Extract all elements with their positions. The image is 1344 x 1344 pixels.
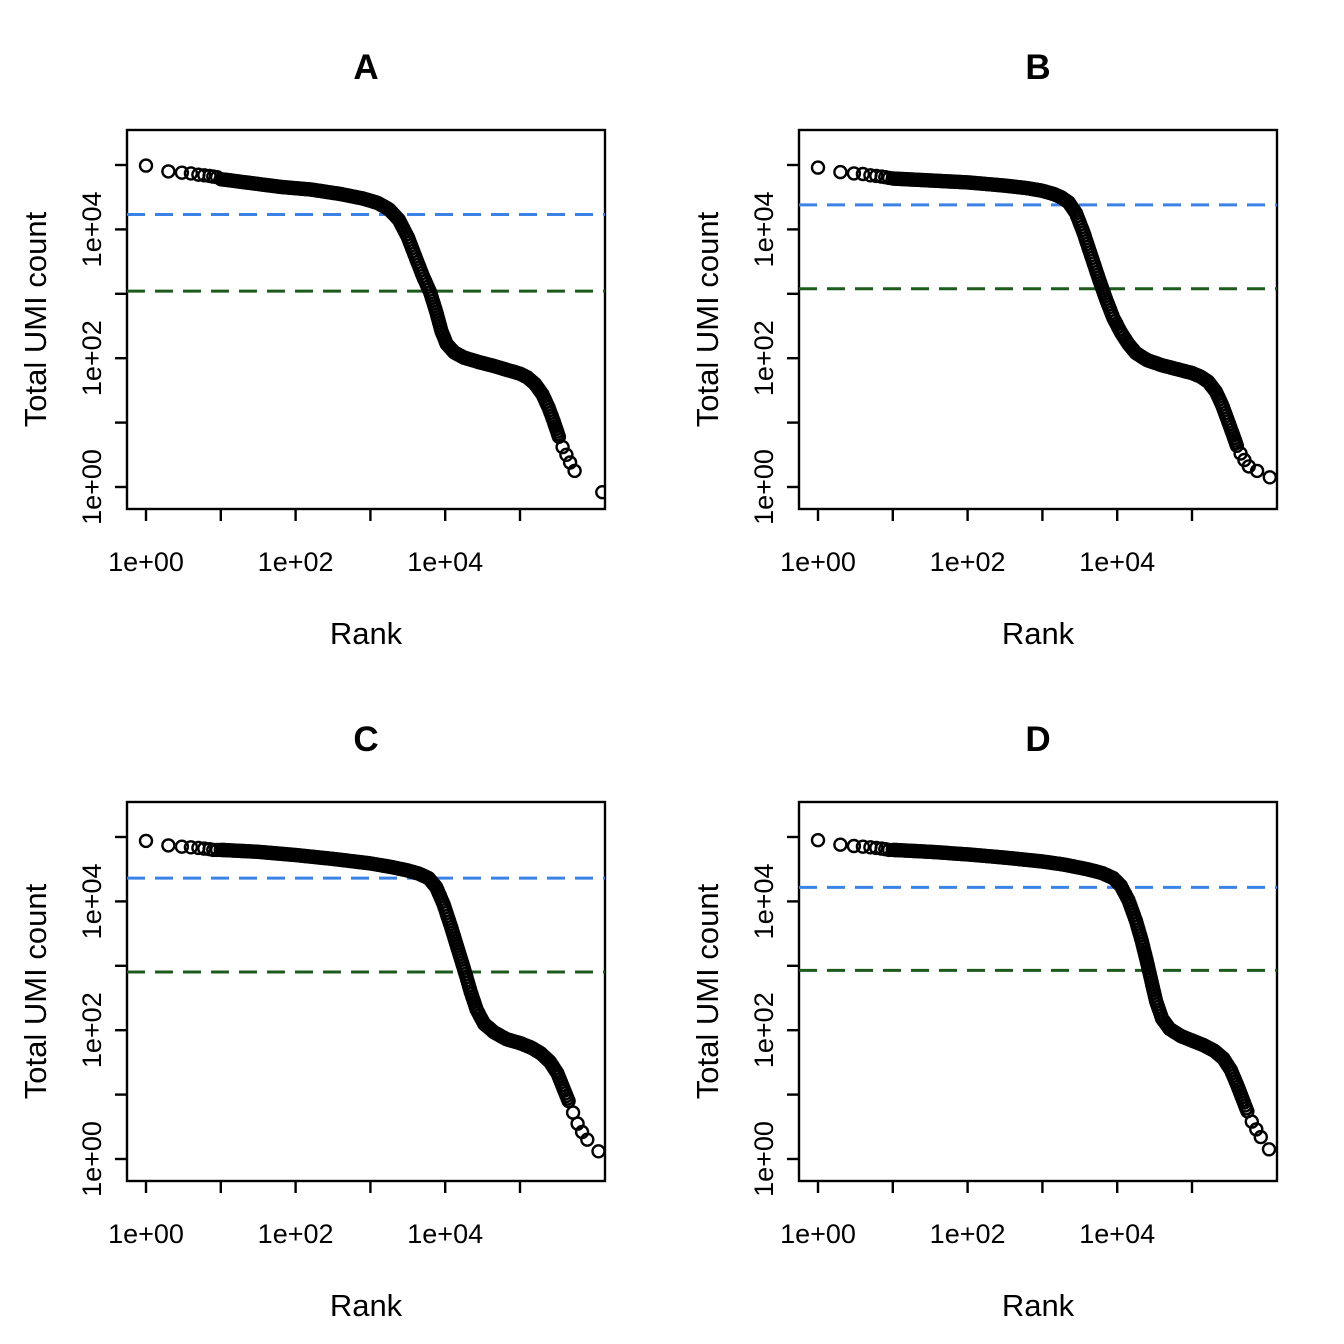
y-axis-label: Total UMI count: [690, 883, 725, 1099]
panel-title: B: [1025, 48, 1050, 87]
x-tick-label: 1e+00: [780, 1219, 856, 1249]
panel-c: C Total UMI count Rank 1e+00 1e+02 1e+04 1e+00…: [0, 672, 672, 1344]
plot-box: [125, 128, 607, 511]
barcode-point: [855, 839, 871, 854]
y-tick-label: 1e+02: [77, 992, 107, 1068]
x-axis-label: Rank: [330, 616, 403, 651]
barcode-point: [183, 166, 199, 181]
x-axis-label: Rank: [1002, 1288, 1075, 1323]
x-tick-label: 1e+00: [780, 547, 856, 577]
barcode-point: [183, 840, 199, 855]
points-group: [138, 833, 605, 1159]
barcode-point: [1249, 463, 1265, 479]
barcode-point: [138, 158, 154, 173]
x-tick-label: 1e+02: [930, 547, 1006, 577]
panel-title: A: [353, 48, 378, 87]
barcode-point: [161, 838, 176, 853]
x-tick-label: 1e+04: [1079, 1219, 1155, 1249]
barcode-point: [591, 1144, 605, 1159]
points-group: [138, 158, 605, 500]
x-tick-label: 1e+04: [1079, 547, 1155, 577]
barcode-point: [855, 166, 871, 182]
y-tick-label: 1e+00: [77, 449, 107, 525]
barcode-point: [174, 165, 190, 180]
barcode-point: [846, 166, 862, 181]
plot-box: [797, 128, 1279, 511]
y-tick-label: 1e+02: [749, 320, 779, 396]
x-tick-label: 1e+02: [258, 1219, 334, 1249]
barcode-point: [1249, 1122, 1264, 1137]
barcode-point: [174, 839, 190, 854]
y-axis-label: Total UMI count: [18, 883, 53, 1099]
barcode-point: [810, 160, 826, 175]
barcode-point: [1229, 438, 1245, 453]
barcode-point: [559, 447, 574, 462]
panel-title: C: [353, 720, 378, 759]
panel-b: B Total UMI count Rank 1e+00 1e+02 1e+04 1e+00…: [672, 0, 1344, 672]
x-tick-label: 1e+00: [108, 1219, 184, 1249]
plot-box: [125, 800, 607, 1183]
panel-a: A Total UMI count Rank 1e+00 1e+02 1e+04 1e+00…: [0, 0, 672, 672]
y-tick-label: 1e+04: [749, 191, 779, 267]
x-tick-label: 1e+04: [407, 1219, 483, 1249]
x-tick-label: 1e+02: [930, 1219, 1006, 1249]
barcode-point: [555, 439, 570, 455]
barcode-point: [810, 832, 826, 848]
barcode-point: [567, 463, 582, 479]
y-tick-label: 1e+04: [77, 191, 107, 267]
panel-d: D Total UMI count Rank 1e+00 1e+02 1e+04 1e+00…: [672, 672, 1344, 1344]
barcode-point: [161, 164, 176, 179]
y-tick-label: 1e+00: [749, 1121, 779, 1197]
x-tick-label: 1e+02: [258, 547, 334, 577]
barcode-point: [833, 837, 848, 852]
points-group: [810, 832, 1277, 1157]
panel-title: D: [1025, 720, 1050, 759]
y-tick-label: 1e+00: [77, 1121, 107, 1197]
y-tick-label: 1e+00: [749, 449, 779, 525]
x-tick-label: 1e+00: [108, 547, 184, 577]
x-axis-label: Rank: [330, 1288, 403, 1323]
y-tick-label: 1e+02: [77, 320, 107, 396]
x-tick-label: 1e+04: [407, 547, 483, 577]
barcode-point: [1262, 470, 1277, 485]
barcode-point: [1253, 1129, 1268, 1145]
barcode-point: [138, 833, 154, 849]
x-axis-label: Rank: [1002, 616, 1075, 651]
plot-box: [797, 800, 1279, 1183]
y-tick-label: 1e+04: [749, 863, 779, 939]
y-axis-label: Total UMI count: [18, 211, 53, 427]
y-axis-label: Total UMI count: [690, 211, 725, 427]
barcode-point: [595, 485, 605, 500]
y-tick-label: 1e+02: [749, 992, 779, 1068]
barcode-point: [1261, 1142, 1277, 1157]
barcode-point: [833, 164, 848, 180]
y-tick-label: 1e+04: [77, 863, 107, 939]
barcode-point: [846, 838, 862, 854]
barcode-point: [580, 1132, 595, 1147]
points-group: [810, 160, 1277, 485]
